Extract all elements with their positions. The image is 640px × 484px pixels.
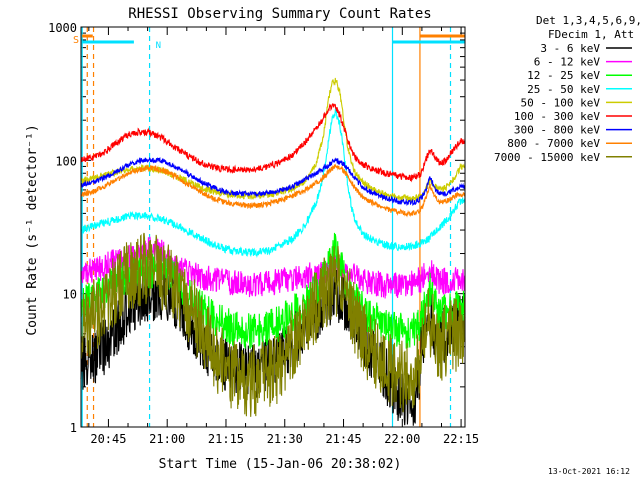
legend-header-line2: FDecim 1, Att 0 bbox=[548, 28, 640, 41]
x-tick-label: 21:00 bbox=[149, 432, 185, 446]
x-tick-label: 22:15 bbox=[443, 432, 479, 446]
legend-label-3: 25 - 50 keV bbox=[527, 83, 600, 96]
x-tick-label: 21:30 bbox=[267, 432, 303, 446]
legend-label-1: 6 - 12 keV bbox=[534, 56, 601, 69]
chart-title: RHESSI Observing Summary Count Rates bbox=[128, 6, 431, 22]
x-tick-label: 20:45 bbox=[90, 432, 126, 446]
legend-label-7: 800 - 7000 keV bbox=[507, 137, 600, 150]
legend-label-8: 7000 - 15000 keV bbox=[494, 151, 600, 164]
legend-label-0: 3 - 6 keV bbox=[540, 42, 600, 55]
y-tick-label: 1000 bbox=[48, 21, 77, 35]
flag-n-label: N bbox=[156, 41, 161, 51]
y-tick-label: 100 bbox=[55, 154, 77, 168]
x-tick-label: 21:15 bbox=[208, 432, 244, 446]
series-group bbox=[80, 77, 466, 426]
series-line-3 bbox=[80, 108, 466, 258]
legend-label-5: 100 - 300 keV bbox=[514, 110, 600, 123]
series-line-7 bbox=[80, 163, 466, 218]
axes-group: 20:45 21:00 21:15 21:30 21:45 22:00 22:15 1 10 10… bbox=[48, 21, 479, 446]
series-line-5 bbox=[80, 103, 466, 183]
y-axis-label: Count Rate (s⁻¹ detector⁻¹) bbox=[25, 124, 40, 335]
flag-s-label: S bbox=[73, 35, 79, 46]
legend-label-2: 12 - 25 keV bbox=[527, 69, 600, 82]
x-tick-label: 22:00 bbox=[384, 432, 420, 446]
y-tick-label: 10 bbox=[63, 288, 77, 302]
x-axis-label: Start Time (15-Jan-06 20:38:02) bbox=[159, 457, 402, 472]
plot-frame bbox=[80, 26, 466, 428]
series-line-4 bbox=[80, 77, 466, 203]
footer-date: 13-Oct-2021 16:12 bbox=[548, 467, 630, 476]
series-line-6 bbox=[80, 156, 466, 207]
legend-label-4: 50 - 100 keV bbox=[521, 96, 601, 109]
legend-label-6: 300 - 800 keV bbox=[514, 124, 600, 137]
legend-header-line1: Det 1,3,4,5,6,9, bbox=[536, 14, 640, 27]
y-tick-label: 1 bbox=[70, 421, 77, 435]
series-line-8 bbox=[80, 232, 466, 417]
x-tick-label: 21:45 bbox=[325, 432, 361, 446]
